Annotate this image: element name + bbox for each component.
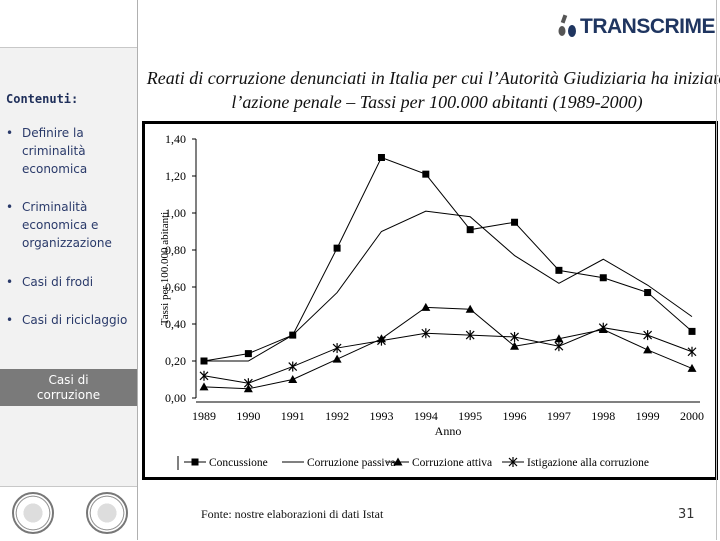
nav-item-organizzazione[interactable]: • Criminalità economica e organizzazione bbox=[6, 198, 132, 252]
data-point-2 bbox=[199, 382, 209, 391]
nav-item-label: Casi di frodi bbox=[22, 275, 94, 289]
x-tick-label: 1998 bbox=[591, 409, 615, 423]
y-tick-label: 1,00 bbox=[165, 206, 186, 220]
data-point-2 bbox=[332, 354, 342, 363]
source-note: Fonte: nostre elaborazioni di dati Istat bbox=[201, 507, 384, 521]
data-point-2 bbox=[510, 341, 520, 350]
contents-title: Contenuti: bbox=[6, 92, 79, 106]
data-point-0 bbox=[555, 266, 563, 274]
legend-label: Concussione bbox=[209, 457, 268, 469]
data-point-0 bbox=[599, 274, 607, 282]
data-point-2 bbox=[687, 363, 697, 372]
data-point-0 bbox=[244, 350, 252, 358]
slide-right-border bbox=[716, 0, 717, 540]
series-line-1 bbox=[204, 210, 693, 362]
y-tick-label: 0,80 bbox=[165, 243, 186, 257]
sidebar bbox=[0, 0, 138, 540]
x-tick-label: 1993 bbox=[369, 409, 393, 423]
y-tick-label: 1,40 bbox=[165, 132, 186, 146]
bullet-icon: • bbox=[6, 200, 14, 214]
legend-label: Istigazione alla corruzione bbox=[527, 457, 649, 469]
data-point-2 bbox=[288, 375, 298, 383]
page-number: 31 bbox=[678, 507, 695, 522]
data-point-0 bbox=[466, 226, 474, 234]
nav-item-definire[interactable]: • Definire la criminalità economica bbox=[6, 124, 132, 178]
legend-label: Corruzione passiva bbox=[307, 457, 395, 469]
x-tick-label: 1996 bbox=[503, 409, 527, 423]
x-tick-label: 2000 bbox=[680, 409, 704, 423]
data-point-2 bbox=[243, 384, 253, 393]
data-point-0 bbox=[422, 170, 430, 178]
data-point-2 bbox=[421, 302, 431, 311]
y-tick-label: 1,20 bbox=[165, 169, 186, 183]
data-point-0 bbox=[644, 289, 652, 297]
x-tick-label: 1994 bbox=[414, 409, 438, 423]
nav-item-frodi[interactable]: • Casi di frodi bbox=[6, 273, 132, 291]
x-tick-label: 1992 bbox=[325, 409, 349, 423]
slide-title: Reati di corruzione denunciati in Italia… bbox=[146, 68, 720, 112]
bullet-icon: • bbox=[6, 126, 14, 140]
transcrime-mark-icon bbox=[558, 14, 576, 37]
y-tick-label: 0,00 bbox=[165, 391, 186, 405]
brand-name: TRANSCRIME bbox=[580, 15, 716, 38]
data-point-2 bbox=[643, 345, 653, 354]
data-point-0 bbox=[688, 327, 696, 335]
transcrime-logo: TRANSCRIME bbox=[556, 10, 716, 44]
x-tick-label: 1995 bbox=[458, 409, 482, 423]
series-line-3 bbox=[203, 327, 693, 384]
x-tick-label: 1999 bbox=[636, 409, 660, 423]
x-axis-label: Anno bbox=[435, 424, 462, 438]
chart-frame bbox=[142, 121, 718, 480]
y-tick-label: 0,20 bbox=[165, 354, 186, 368]
data-point-0 bbox=[377, 154, 385, 161]
line-chart: 0,00 0,20 0,40 0,60 0,80 1,00 1,20 1,40 1989 1990… bbox=[159, 132, 704, 470]
y-axis-label: Tassi per 100.000 abitanti bbox=[159, 212, 171, 326]
nav-item-label: Casi di riciclaggio bbox=[22, 313, 128, 327]
nav-item-label: Casi di corruzione bbox=[36, 372, 101, 402]
series-line-0 bbox=[203, 156, 693, 362]
university-seal-right bbox=[86, 492, 128, 534]
data-point-2 bbox=[554, 334, 564, 343]
bullet-icon: • bbox=[6, 275, 14, 289]
university-seal-left bbox=[12, 492, 54, 534]
y-tick-label: 0,40 bbox=[165, 317, 186, 331]
data-point-2 bbox=[465, 304, 475, 313]
x-tick-label: 1991 bbox=[281, 409, 305, 423]
nav-item-label: Definire la criminalità economica bbox=[22, 126, 88, 176]
series-line-2 bbox=[203, 306, 693, 390]
data-point-0 bbox=[333, 244, 341, 252]
data-point-0 bbox=[511, 218, 519, 226]
legend-swatch-marker bbox=[191, 458, 199, 466]
x-tick-label: 1997 bbox=[547, 409, 571, 423]
nav-item-label: Criminalità economica e organizzazione bbox=[22, 200, 112, 250]
legend-label: Corruzione attiva bbox=[412, 457, 492, 469]
sidebar-header bbox=[0, 0, 137, 48]
x-tick-label: 1990 bbox=[236, 409, 260, 423]
nav-item-riciclaggio[interactable]: • Casi di riciclaggio bbox=[6, 311, 132, 329]
x-tick-label: 1989 bbox=[192, 409, 216, 423]
bullet-icon: • bbox=[6, 313, 14, 327]
legend-swatch-marker bbox=[393, 457, 403, 466]
nav-item-corruzione-active[interactable]: Casi di corruzione bbox=[0, 369, 137, 406]
y-tick-label: 0,60 bbox=[165, 280, 186, 294]
